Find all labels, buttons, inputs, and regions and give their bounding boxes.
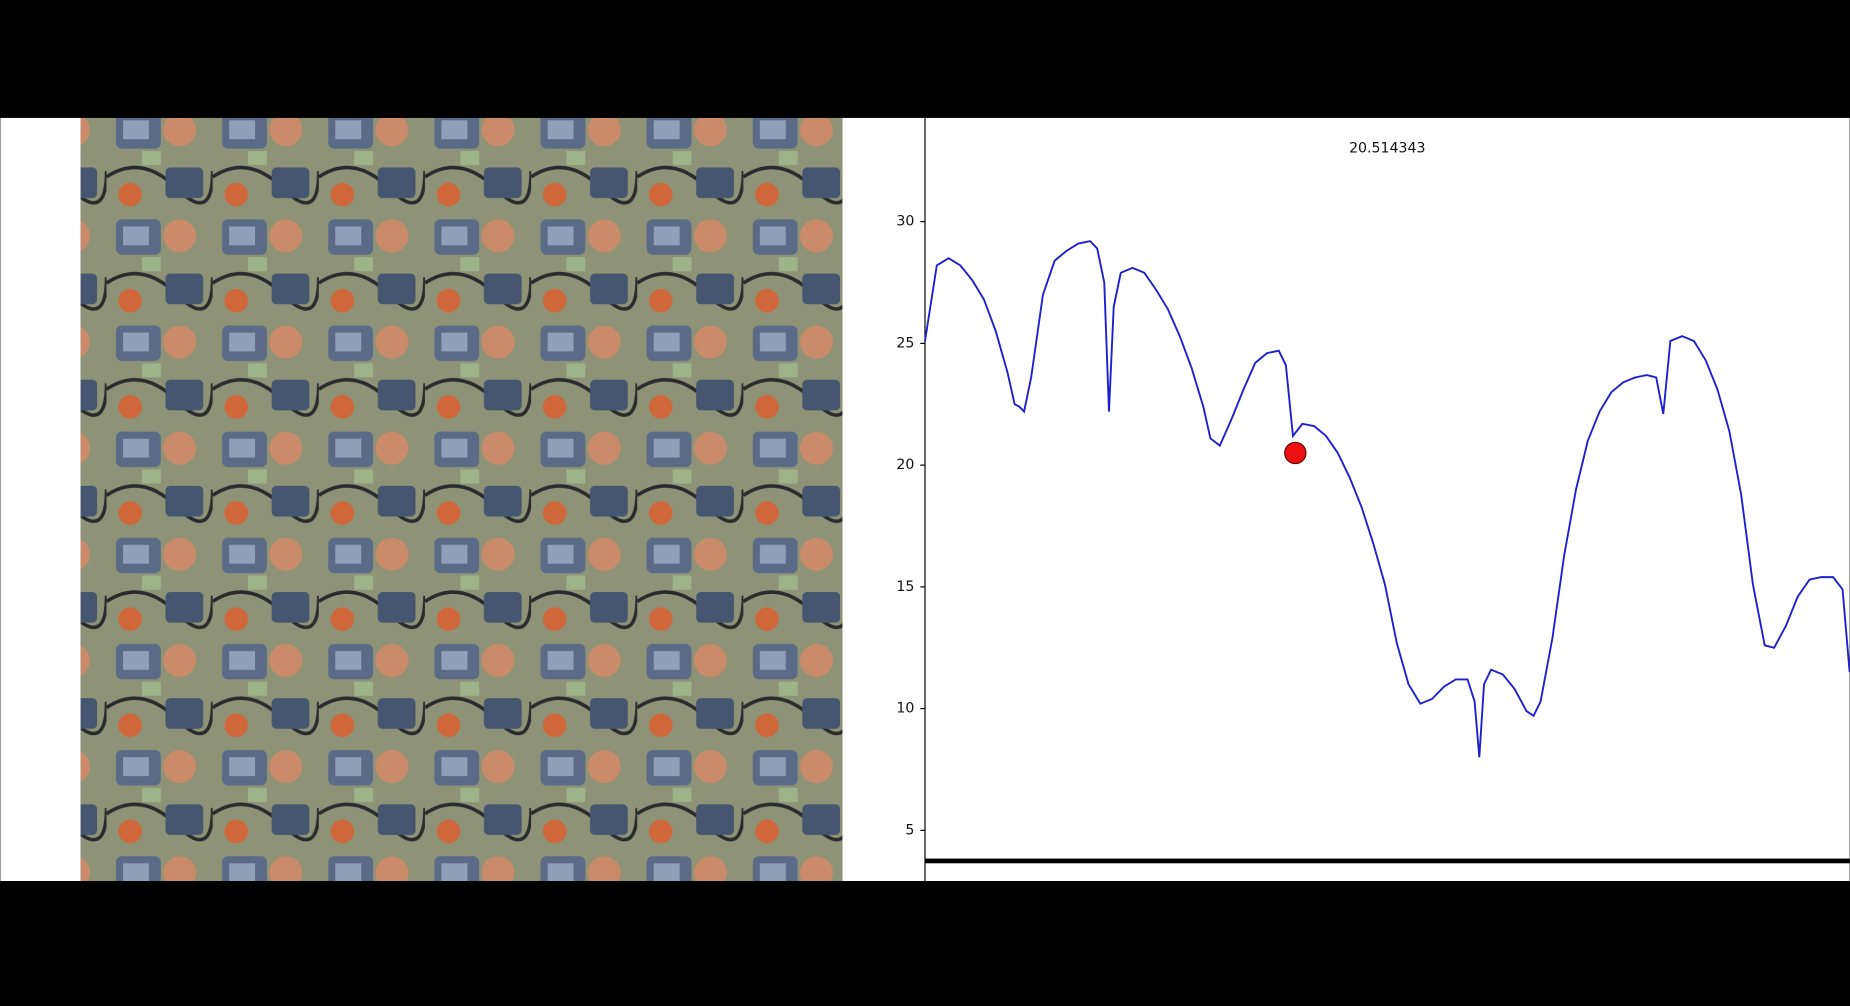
y-tick-label: 5	[905, 822, 914, 838]
generated-image	[80, 117, 843, 881]
current-point	[1284, 441, 1307, 465]
y-tick-label: 30	[896, 214, 914, 230]
line-series	[924, 240, 1850, 758]
y-tick-label: 10	[896, 701, 914, 717]
y-tick-label: 20	[896, 457, 914, 473]
y-tick-label: 25	[896, 335, 914, 351]
chart-title: 20.514343	[1349, 141, 1425, 157]
y-tick-label: 15	[896, 579, 914, 595]
plot-background	[842, 117, 1850, 881]
left-margin	[0, 117, 81, 881]
x-axis-ticks	[925, 858, 1850, 864]
